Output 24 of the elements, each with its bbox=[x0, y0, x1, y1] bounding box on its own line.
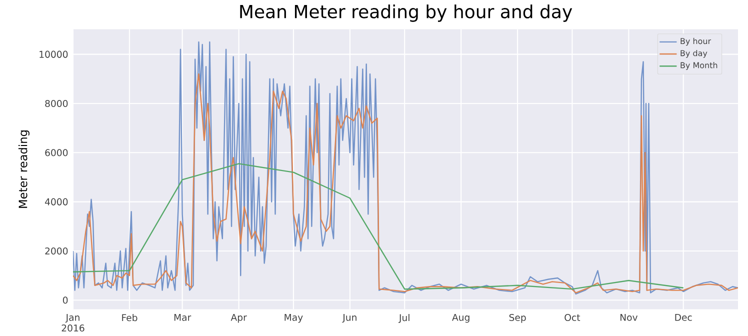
line-series bbox=[73, 163, 684, 290]
y-tick-label: 8000 bbox=[45, 100, 68, 108]
x-tick-label: Feb bbox=[122, 314, 138, 322]
x-tick-label: Oct bbox=[564, 314, 580, 322]
x-tick-label: Nov bbox=[620, 314, 638, 321]
x-tick-label: Mar bbox=[174, 314, 192, 321]
x-tick-label: Jan 2016 bbox=[62, 314, 84, 332]
y-tick-label: 4000 bbox=[45, 198, 68, 206]
y-tick-label: 10000 bbox=[40, 50, 68, 58]
legend-label: By Month bbox=[680, 62, 718, 70]
y-tick-label: 2000 bbox=[45, 247, 68, 255]
y-tick-label: 6000 bbox=[45, 149, 68, 156]
y-axis-title: Meter reading bbox=[18, 130, 30, 208]
chart-title: Mean Meter reading by hour and day bbox=[240, 4, 572, 22]
legend-label: By hour bbox=[680, 38, 712, 46]
x-tick-label: Jul bbox=[398, 314, 410, 323]
x-tick-label: Apr bbox=[230, 314, 247, 323]
x-tick-label: Dec bbox=[675, 314, 692, 321]
legend-label: By day bbox=[680, 50, 708, 58]
x-tick-label: Aug bbox=[452, 314, 470, 323]
y-tick-label: 0 bbox=[62, 296, 68, 304]
x-tick-label: Sep bbox=[509, 314, 526, 323]
x-tick-label: May bbox=[284, 314, 303, 323]
x-tick-label: Jun bbox=[342, 314, 356, 323]
